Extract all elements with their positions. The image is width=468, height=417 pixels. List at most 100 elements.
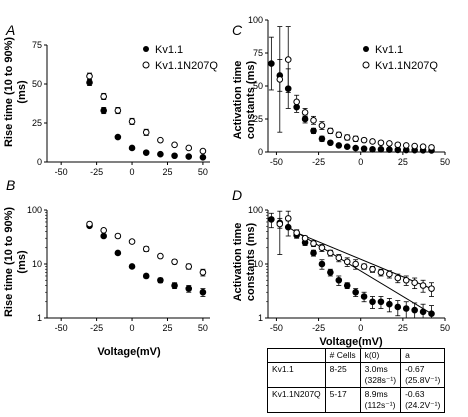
panel-c-kv11-point — [369, 146, 376, 153]
panel-c-kv11-point — [377, 146, 385, 153]
fit-table-k0-value: 3.0ms — [364, 364, 388, 374]
panel-c-kv11-point — [301, 115, 309, 123]
panel-d-n207q-point — [411, 279, 418, 287]
panel-b-n207q-point — [157, 252, 164, 260]
panel-c-n207q-point — [301, 109, 309, 116]
panel-c-kv11-point — [343, 143, 351, 151]
fit-table-row-name: Kv1.1 — [267, 362, 326, 388]
fit-table-header-a: a — [400, 348, 446, 363]
panel-d-n207q-point — [293, 229, 300, 236]
panel-b-n207q-point — [128, 238, 136, 245]
panel-b-x-tick-label: 50 — [198, 323, 208, 333]
panel-label-d: D — [232, 187, 242, 203]
fit-table-header-blank — [267, 348, 326, 363]
legend-c-n207q-marker — [362, 61, 370, 69]
fit-table-a-value: -0.63 — [405, 389, 425, 399]
fit-table-row-name: Kv1.1N207Q — [267, 387, 326, 413]
panel-c-n207q-point — [402, 142, 410, 149]
panel-b-n207q-point — [199, 269, 207, 276]
panel-a-n207q-point — [100, 93, 107, 100]
panel-d-ylabel-line2: constants (ms) — [245, 223, 257, 302]
panel-d-n207q-point — [402, 276, 410, 284]
panel-d-x-tick-label: -50 — [270, 323, 283, 333]
panel-d-y-tick-label: 10 — [253, 259, 263, 269]
panel-d-kv11-point — [268, 216, 275, 223]
panel-a-x-tick-label: 25 — [162, 167, 172, 177]
panel-c-n207q-point — [394, 141, 402, 149]
panel-d-n207q-point — [377, 269, 385, 276]
panel-c-x-tick-label: 50 — [440, 157, 450, 167]
panel-c-n207q-point — [310, 117, 317, 124]
panel-b-kv11-point — [100, 232, 107, 240]
panel-b-xlabel: Voltage(mV) — [97, 346, 161, 358]
panel-c-n207q-point — [293, 98, 300, 106]
panel-c-n207q-point — [419, 143, 427, 151]
legend-c-n207q-label: Kv1.1N207Q — [375, 60, 438, 72]
panel-a-n207q-point — [114, 107, 122, 114]
panel-b-n207q-point — [114, 232, 122, 240]
fit-table-row-cells: 5-17 — [324, 387, 361, 413]
panel-a-kv11-point — [142, 149, 150, 156]
panel-a-kv11-point — [86, 79, 93, 86]
fit-table-header-row: # Cells k(0) a — [267, 348, 446, 363]
panel-d-kv11-point — [335, 276, 343, 284]
panel-d-n207q-point — [360, 263, 368, 270]
panel-c-n207q-point — [428, 144, 435, 151]
legend-c-kv11-marker — [363, 46, 369, 52]
panel-b-ylabel-line2: (ms) — [16, 250, 28, 274]
panel-b-kv11-point — [171, 282, 178, 289]
panel-b-kv11-point — [128, 263, 136, 270]
panel-d-n207q-point — [276, 220, 284, 228]
fit-table-a-rate: (25.8V⁻¹) — [405, 375, 441, 385]
panel-d-n207q-point — [284, 215, 292, 222]
panel-a-kv11-point — [100, 107, 107, 114]
panel-c-kv11-point — [352, 144, 359, 152]
panel-b-n207q-point — [100, 227, 107, 234]
panel-a-kv11-point — [157, 150, 164, 158]
panel-a-n207q-point — [128, 118, 136, 125]
panel-c-x-tick-label: -50 — [270, 157, 283, 167]
panel-c-ylabel-line2: constants (ms) — [245, 61, 257, 140]
panel-b-n207q-point — [142, 245, 150, 253]
panel-d-n207q-point — [301, 234, 309, 242]
fit-parameter-table: # Cells k(0) a Kv1.1 8-25 3.0ms (328s⁻¹) … — [267, 348, 446, 413]
fit-table-header-cells: # Cells — [324, 348, 361, 363]
panel-a-x-tick-label: -50 — [55, 167, 68, 177]
panel-d-kv11-point — [310, 249, 317, 257]
panel-c-n207q-point — [369, 138, 376, 145]
panel-c-n207q-point — [327, 127, 334, 135]
panel-b-y-tick-label: 100 — [27, 205, 42, 215]
panel-a-n207q-point — [157, 136, 164, 144]
panel-a-kv11-point — [114, 133, 122, 141]
panel-a-n207q-point — [199, 147, 207, 155]
panel-d-fit-line — [287, 226, 432, 315]
panel-b-n207q-point — [86, 220, 93, 228]
panel-b-kv11-point — [142, 272, 150, 280]
panel-b-n207q-point — [171, 258, 178, 266]
panel-a-y-tick-label: 50 — [32, 79, 42, 89]
panel-b-x-tick-label: -50 — [55, 323, 68, 333]
legend-a-n207q-label: Kv1.1N207Q — [155, 60, 218, 72]
panel-d-kv11-point — [360, 293, 368, 300]
panel-d-kv11-point — [352, 288, 359, 296]
panel-d-n207q-point — [369, 265, 376, 273]
panel-a-x-tick-label: 0 — [130, 167, 135, 177]
panel-d-kv11-point — [343, 282, 351, 289]
fit-table-row: Kv1.1N207Q 5-17 8.9ms (112s⁻¹) -0.63 (24.2… — [267, 387, 446, 413]
panel-c-kv11-point — [386, 146, 393, 153]
panel-b-x-tick-label: 0 — [130, 323, 135, 333]
panel-a-n207q-point — [86, 72, 93, 80]
panel-d-kv11-point — [377, 298, 385, 306]
panel-c-n207q-point — [335, 131, 343, 139]
panel-c-kv11-point — [335, 142, 343, 149]
legend-a-kv11-label: Kv1.1 — [155, 44, 183, 56]
panel-c-y-tick-label: 100 — [248, 15, 263, 25]
panel-d-xlabel: Voltage(mV) — [319, 336, 383, 348]
panel-d-kv11-point — [394, 303, 402, 311]
panel-d-kv11-point — [411, 306, 418, 314]
panel-a-kv11-point — [128, 144, 136, 152]
panel-c-kv11-point — [360, 145, 368, 152]
panel-d-n207q-point — [335, 254, 343, 262]
panel-d-n207q-point — [318, 244, 326, 252]
